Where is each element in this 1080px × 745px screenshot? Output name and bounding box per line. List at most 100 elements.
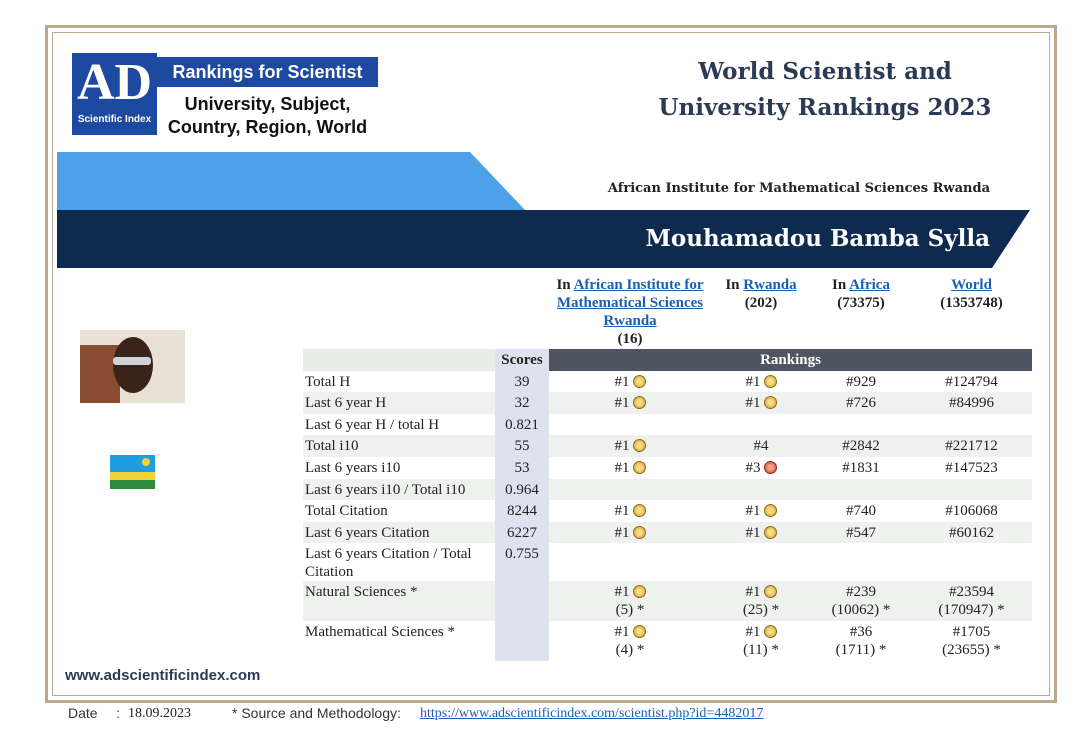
- rank-cell: #547: [811, 522, 911, 544]
- column-headers: In African Institute for Mathematical Sc…: [549, 276, 1032, 348]
- medal: [632, 625, 646, 639]
- logo-mark: AD: [76, 54, 153, 111]
- rank: #1831: [842, 459, 880, 476]
- column-header: In Rwanda (202): [711, 276, 811, 348]
- medal: [632, 585, 646, 599]
- table-row: Last 6 years i10 / Total i10 0.964: [303, 478, 1032, 501]
- flag-yellow: [110, 472, 155, 480]
- row-label: Total i10: [305, 438, 359, 455]
- title-line: World Scientist and: [698, 58, 952, 85]
- rank-sub: (4) *: [615, 642, 645, 659]
- rank-cell: #1: [711, 371, 811, 393]
- frame-inner: [52, 32, 1050, 696]
- rank-cell: #36 (1711) *: [811, 621, 911, 661]
- score: [495, 621, 549, 662]
- date-label: Date: [68, 705, 98, 721]
- rank: #1: [614, 459, 630, 476]
- rank-cell: #1: [549, 522, 711, 544]
- rank: #726: [846, 395, 876, 412]
- logo-sub: Scientific Index: [77, 114, 152, 125]
- photo-chair: [80, 345, 120, 403]
- table-row: Natural Sciences * #1 (5) * #1 (25) * #239 (10…: [303, 581, 1032, 622]
- logo-square: [72, 53, 157, 135]
- rank-cell: #1 (25) *: [711, 581, 811, 621]
- column-prefix: In: [832, 277, 847, 293]
- rank: #1: [745, 503, 761, 520]
- source-label: * Source and Methodology:: [232, 705, 401, 721]
- score: 32: [495, 392, 549, 414]
- column-header: In Africa (73375): [811, 276, 911, 348]
- rank: #1: [614, 584, 630, 601]
- website: www.adscientificindex.com: [65, 667, 261, 684]
- column-count: (73375): [837, 295, 885, 311]
- medal: [763, 374, 777, 388]
- column-prefix: In: [556, 277, 571, 293]
- column-link[interactable]: Africa: [849, 277, 890, 293]
- column-link[interactable]: African Institute for Mathematical Scien…: [556, 277, 704, 329]
- score-header: Scores: [495, 349, 549, 371]
- rank-cell: #1705 (23655) *: [911, 621, 1032, 661]
- rank: #1: [745, 395, 761, 412]
- rank-sub: (10062) *: [831, 602, 891, 619]
- rank: #1: [745, 524, 761, 541]
- column-header: World (1353748): [911, 276, 1032, 348]
- date-separator: :: [116, 705, 120, 721]
- rank-cell: #1831: [811, 457, 911, 479]
- rank: #221712: [945, 438, 998, 455]
- rank-cell: #1: [549, 435, 711, 457]
- rank: #1: [614, 395, 630, 412]
- score: 53: [495, 456, 549, 479]
- rank-sub: (23655) *: [942, 642, 1001, 659]
- medal: [763, 625, 777, 639]
- rank-sub: (11) *: [743, 642, 779, 659]
- rank: #547: [846, 524, 876, 541]
- flag-green: [110, 480, 155, 489]
- rank-cell: #4: [711, 435, 811, 457]
- row-label: Total H: [305, 373, 351, 390]
- column-count: (1353748): [940, 295, 1003, 311]
- score: 0.821: [495, 413, 549, 436]
- rank-cell: #239 (10062) *: [811, 581, 911, 621]
- rank: #1: [614, 438, 630, 455]
- institution: African Institute for Mathematical Scien…: [607, 181, 990, 196]
- blue-stripe: [57, 152, 525, 210]
- table-row: Last 6 year H 32 #1 #1 #726 #84996: [303, 392, 1032, 414]
- row-label: Last 6 years i10: [305, 459, 401, 476]
- rank-cell: #23594 (170947) *: [911, 581, 1032, 621]
- rank: #147523: [945, 459, 998, 476]
- column-count: (16): [617, 331, 643, 347]
- scientist-name: Mouhamadou Bamba Sylla: [645, 225, 990, 252]
- rank-sub: (1711) *: [835, 642, 887, 659]
- rank: #84996: [949, 395, 994, 412]
- rank: #36: [849, 624, 873, 641]
- table-row: Total H 39 #1 #1 #929 #124794: [303, 370, 1032, 393]
- column-link[interactable]: World: [951, 277, 992, 293]
- table-row: Last 6 years i10 53 #1 #3 #1831 #147523: [303, 456, 1032, 479]
- rank-cell: #1: [711, 522, 811, 544]
- rank-cell: #2842: [811, 435, 911, 457]
- frame: [45, 25, 1057, 703]
- rank: #124794: [945, 373, 998, 390]
- column-link[interactable]: Rwanda: [743, 277, 797, 293]
- score: [495, 581, 549, 622]
- medal: [763, 396, 777, 410]
- row-label: Last 6 years Citation: [305, 524, 430, 541]
- rank-cell: #60162: [911, 522, 1032, 544]
- rank: #1: [745, 373, 761, 390]
- score: 0.755: [495, 543, 549, 582]
- rank: #60162: [949, 524, 994, 541]
- photo-glasses: [113, 357, 151, 365]
- table-header: Scores Rankings: [303, 349, 1032, 371]
- logo-banner-text: Rankings for Scientist: [172, 62, 363, 82]
- rank: #929: [846, 373, 876, 390]
- medal: [632, 504, 646, 518]
- rank: #2842: [842, 438, 880, 455]
- medal: [763, 504, 777, 518]
- score: 39: [495, 370, 549, 393]
- medal: [632, 525, 646, 539]
- rank-cell: #1 (4) *: [549, 621, 711, 661]
- rank-cell: #3: [711, 457, 811, 479]
- table-row: Last 6 years Citation / Total Citation 0.…: [303, 543, 1032, 582]
- source-link[interactable]: https://www.adscientificindex.com/scient…: [420, 706, 764, 721]
